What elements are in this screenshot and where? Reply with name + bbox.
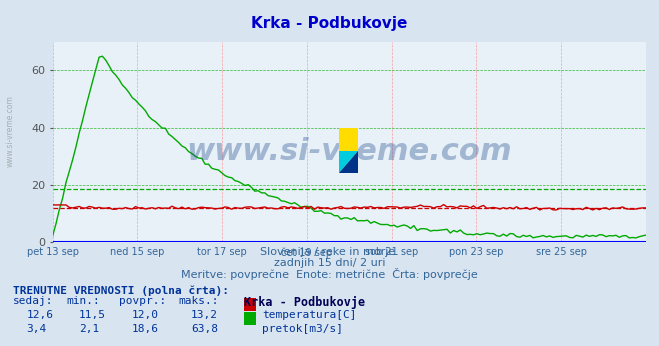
Text: 13,2: 13,2 <box>191 310 218 320</box>
Text: sedaj:: sedaj: <box>13 296 53 306</box>
Text: 12,0: 12,0 <box>132 310 159 320</box>
Text: pretok[m3/s]: pretok[m3/s] <box>262 324 343 334</box>
Text: 63,8: 63,8 <box>191 324 218 334</box>
Bar <box>244 298 256 311</box>
Text: 3,4: 3,4 <box>26 324 47 334</box>
Bar <box>244 312 256 325</box>
Text: Meritve: povprečne  Enote: metrične  Črta: povprečje: Meritve: povprečne Enote: metrične Črta:… <box>181 268 478 280</box>
Text: www.si-vreme.com: www.si-vreme.com <box>5 95 14 167</box>
Text: temperatura[C]: temperatura[C] <box>262 310 357 320</box>
Text: 18,6: 18,6 <box>132 324 159 334</box>
Text: 12,6: 12,6 <box>26 310 53 320</box>
Polygon shape <box>339 151 358 173</box>
Text: www.si-vreme.com: www.si-vreme.com <box>186 137 512 166</box>
Text: povpr.:: povpr.: <box>119 296 166 306</box>
Text: Krka - Podbukovje: Krka - Podbukovje <box>251 16 408 30</box>
Text: Krka - Podbukovje: Krka - Podbukovje <box>244 296 365 309</box>
Text: Slovenija / reke in morje.: Slovenija / reke in morje. <box>260 247 399 257</box>
Text: 11,5: 11,5 <box>79 310 106 320</box>
Text: 2,1: 2,1 <box>79 324 100 334</box>
Text: zadnjih 15 dni/ 2 uri: zadnjih 15 dni/ 2 uri <box>273 258 386 268</box>
Polygon shape <box>339 151 358 173</box>
Text: maks.:: maks.: <box>178 296 218 306</box>
Text: TRENUTNE VREDNOSTI (polna črta):: TRENUTNE VREDNOSTI (polna črta): <box>13 285 229 296</box>
Polygon shape <box>339 128 358 151</box>
Text: min.:: min.: <box>66 296 100 306</box>
